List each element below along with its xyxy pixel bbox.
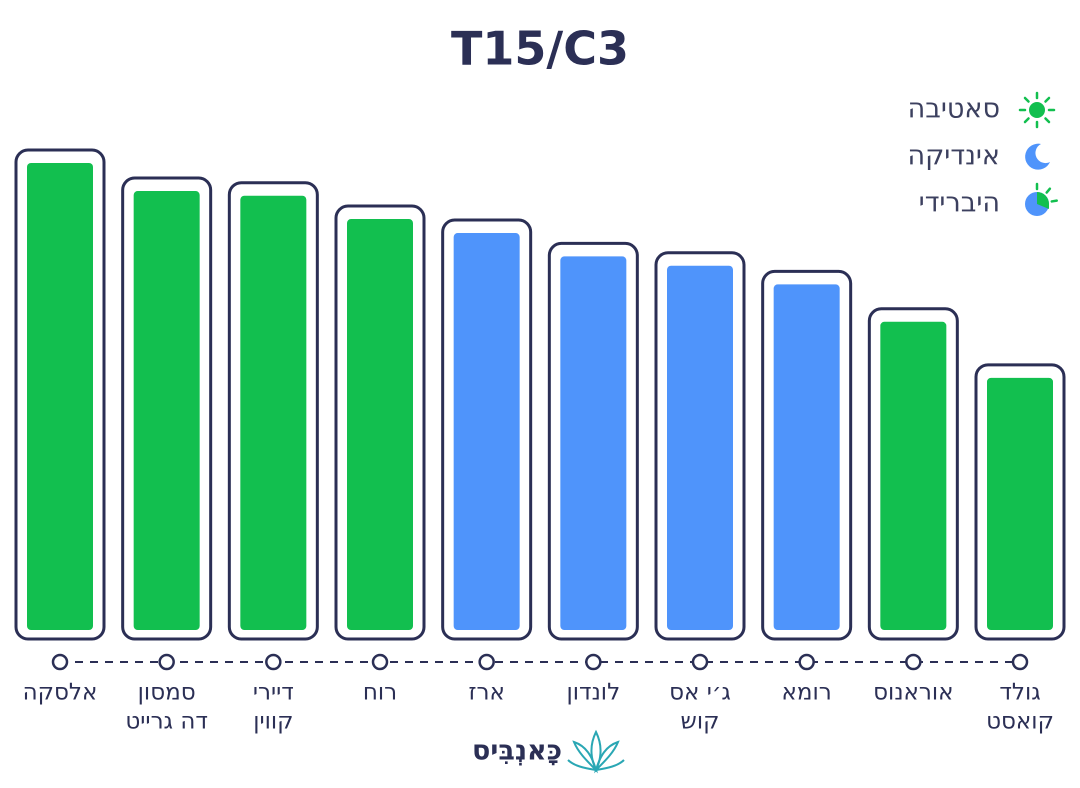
category-dot — [1011, 653, 1029, 671]
x-tick-label: סמסון — [138, 680, 196, 706]
logo-icon — [567, 729, 625, 774]
category-dot — [265, 653, 282, 671]
bar — [773, 284, 840, 630]
legend-icon-ray — [1050, 199, 1058, 203]
bar — [667, 265, 733, 630]
x-tick-label: אוראנוס — [873, 680, 953, 706]
logo-text: כָּאנְבִּיס — [472, 736, 562, 767]
bar — [133, 191, 200, 630]
category-dot — [51, 653, 69, 671]
bar — [240, 195, 307, 630]
bar — [27, 163, 93, 630]
category-dot — [905, 653, 922, 671]
legend-icon-half — [1037, 192, 1049, 209]
category-dot — [691, 653, 709, 671]
legend-icon — [1029, 102, 1045, 118]
legend-item — [1018, 91, 1056, 129]
bar — [347, 219, 413, 631]
category-dot — [585, 653, 602, 671]
x-tick-label: קוש — [681, 709, 720, 735]
x-tick-label: לונדון — [567, 680, 621, 706]
category-dot — [798, 653, 815, 671]
legend-item — [1025, 182, 1058, 216]
legend-label: אינדיקה — [908, 141, 1000, 172]
category-dot — [371, 653, 389, 671]
x-tick-label: גולד — [999, 680, 1040, 706]
legend-item — [1025, 143, 1050, 170]
bar — [560, 256, 627, 630]
legend-icon — [1025, 143, 1050, 170]
bar — [987, 377, 1053, 630]
x-tick-label: רומא — [782, 680, 832, 706]
bar — [880, 321, 947, 630]
legend-icon-ray — [1045, 187, 1052, 194]
logo: כָּאנְבִּיס — [472, 729, 625, 774]
x-tick-label: רוח — [363, 680, 397, 706]
legend-icon-ray — [1023, 96, 1030, 103]
x-tick-label: קואסט — [986, 709, 1054, 735]
category-dot — [478, 653, 495, 671]
x-tick-label: ארז — [469, 680, 505, 706]
legend-label: היברידי — [919, 188, 1000, 219]
bar — [453, 233, 520, 631]
x-tick-label: דיירי — [253, 680, 294, 706]
x-tick-label: קווין — [253, 709, 293, 735]
legend-icon-ray — [1044, 117, 1051, 124]
x-tick-label: אלסקה — [23, 680, 98, 706]
x-tick-label: דה גרייט — [125, 709, 208, 735]
category-dot — [158, 653, 175, 671]
legend-icon-ray — [1023, 117, 1030, 124]
legend-label: סאטיבה — [908, 94, 1000, 125]
legend-icon-ray — [1044, 96, 1051, 103]
chart-title: T15/C3 — [451, 22, 629, 76]
x-tick-label: ג׳י אס — [669, 680, 731, 706]
